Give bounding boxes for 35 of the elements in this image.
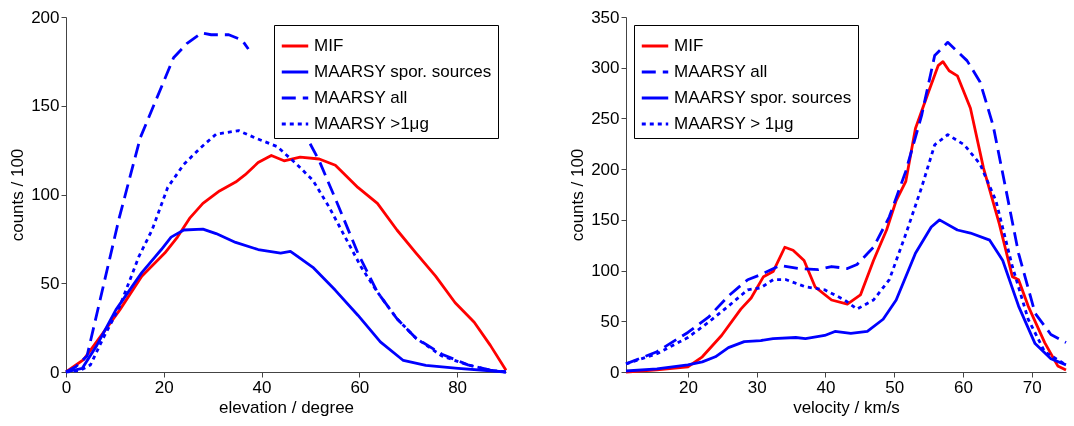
x-tick-label: 40 — [816, 377, 836, 397]
y-tick-label: 50 — [600, 311, 620, 331]
y-tick-label: 0 — [50, 362, 60, 382]
y-tick-label: 100 — [591, 261, 620, 281]
x-axis-title: velocity / km/s — [793, 397, 900, 417]
legend-label: MIF — [314, 36, 344, 55]
legend-label: MAARSY spor. sources — [674, 88, 852, 107]
x-tick-label: 20 — [678, 377, 698, 397]
y-tick-label: 250 — [591, 108, 620, 128]
y-tick-label: 350 — [591, 7, 620, 27]
x-tick-label: 60 — [953, 377, 973, 397]
y-tick-label: 100 — [31, 185, 60, 204]
y-axis-title: counts / 100 — [8, 148, 28, 242]
x-tick-label: 20 — [154, 377, 174, 397]
legend-label: MAARSY >1μg — [314, 114, 429, 133]
legend-label: MAARSY spor. sources — [314, 62, 492, 81]
y-tick-label: 150 — [31, 96, 60, 116]
x-tick-label: 50 — [885, 377, 905, 397]
y-tick-label: 300 — [591, 58, 620, 78]
legend-label: MAARSY > 1μg — [674, 114, 794, 133]
x-tick-label: 40 — [252, 377, 272, 397]
legend-label: MAARSY all — [674, 62, 768, 81]
x-tick-label: 80 — [448, 377, 468, 397]
x-axis-title: elevation / degree — [218, 397, 355, 417]
y-tick-label: 200 — [31, 7, 60, 27]
legend-label: MIF — [674, 36, 704, 55]
x-tick-label: 60 — [350, 377, 370, 397]
x-tick-label: 70 — [1022, 377, 1042, 397]
x-tick-label: 30 — [747, 377, 767, 397]
y-tick-label: 0 — [610, 362, 620, 382]
y-tick-label: 50 — [40, 273, 60, 293]
y-tick-label: 200 — [591, 159, 620, 179]
y-tick-label: 150 — [591, 210, 620, 230]
legend-label: MAARSY all — [314, 88, 408, 107]
y-axis-title: counts / 100 — [568, 148, 588, 242]
